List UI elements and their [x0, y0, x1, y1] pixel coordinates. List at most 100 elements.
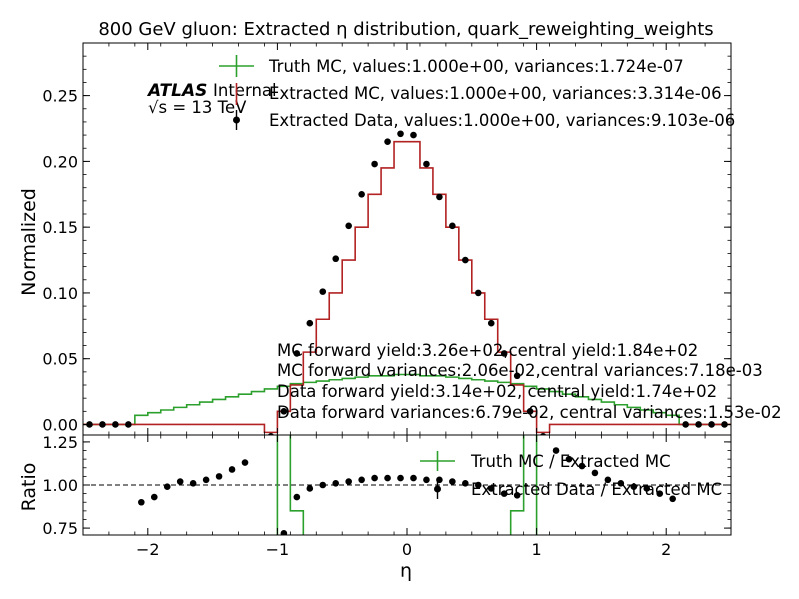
ratio-data-point [565, 455, 573, 463]
annotation-mc-yield: MC forward yield:3.26e+02,central yield:… [277, 341, 698, 360]
ratio-plot-area [83, 435, 731, 535]
x-tick-label: −2 [136, 540, 160, 559]
extracted-data-point [319, 288, 327, 295]
annotations: MC forward yield:3.26e+02,central yield:… [277, 341, 782, 422]
ratio-data-point [552, 447, 560, 454]
ratio-truth-step-line [276, 435, 305, 535]
ratio-data-point [604, 476, 612, 484]
legend-truth-mc-label: Truth MC, values:1.000e+00, variances:1.… [268, 57, 684, 76]
ratio-data-point [215, 473, 223, 480]
extracted-data-point [513, 372, 521, 380]
extracted-mc-step-line [83, 140, 731, 434]
annotation-data-variances: Data forward variances:6.79e-02, central… [277, 403, 782, 422]
ratio-data-point [656, 490, 664, 497]
ratio-data-point [306, 485, 314, 492]
ratio-data-point [241, 459, 249, 466]
chart-title: 800 GeV gluon: Extracted η distribution,… [98, 19, 713, 40]
ratio-data-point [591, 469, 599, 477]
legend-ratio-truth-label: Truth MC / Extracted MC [470, 452, 671, 471]
ratio-data-point [163, 483, 171, 491]
x-tick-label: 1 [532, 540, 542, 559]
main-y-tick-label: 0.10 [42, 284, 78, 303]
ratio-data-point [617, 479, 625, 487]
ratio-data-point [643, 485, 651, 492]
extracted-data-point [280, 408, 288, 415]
extracted-data-point [500, 350, 508, 357]
extracted-data-point [306, 319, 314, 327]
energy-label: √s = 13 TeV [148, 98, 247, 117]
main-legend: Truth MC, values:1.000e+00, variances:1.… [219, 55, 735, 130]
extracted-data-point [332, 255, 340, 263]
ratio-data-point [371, 474, 378, 482]
ratio-y-tick-label: 1.00 [42, 476, 78, 495]
ratio-data-point [513, 492, 521, 499]
ratio-data-point [449, 478, 456, 485]
extracted-data-point [487, 319, 495, 327]
legend-extracted-data-label: Extracted Data, values:1.000e+00, varian… [269, 111, 735, 130]
ratio-data-point [150, 493, 158, 501]
ratio-data-point [669, 495, 676, 503]
ratio-data-point [332, 479, 340, 487]
ratio-y-axis-label: Ratio [18, 463, 40, 512]
main-y-axis-label: Normalized [18, 188, 40, 296]
extracted-data-point [384, 138, 391, 145]
ratio-y-tick-label: 0.75 [42, 519, 78, 538]
ratio-data-point [410, 474, 417, 482]
extracted-data-point [410, 131, 417, 139]
annotation-data-yield: Data forward yield:3.14e+02, central yie… [277, 382, 717, 401]
annotation-mc-variances: MC forward variances:2.06e-02,central va… [277, 361, 763, 380]
ratio-data-point [293, 493, 301, 501]
extracted-data-point [371, 160, 378, 168]
extracted-data-point [423, 160, 430, 168]
ratio-truth-step-line [509, 435, 538, 535]
ratio-legend: Truth MC / Extracted MC Extracted Data /… [420, 451, 722, 499]
truth-mc-step-line [83, 373, 731, 426]
ratio-y-tick-label: 1.25 [42, 433, 78, 452]
ratio-data-point [138, 498, 145, 506]
ratio-data-point [319, 481, 327, 489]
legend-ratio-data-marker [434, 485, 441, 493]
ratio-data-point [397, 474, 404, 482]
main-y-tick-label: 0.20 [42, 152, 78, 171]
extracted-data-point [526, 408, 534, 415]
extracted-data-point [345, 222, 352, 230]
x-tick-label: 0 [402, 540, 412, 559]
x-tick-label: −1 [266, 540, 290, 559]
x-tick-label: 2 [661, 540, 671, 559]
extracted-data-point [436, 193, 443, 201]
ratio-data-point [578, 462, 586, 470]
main-y-tick-label: 0.15 [42, 218, 78, 237]
main-y-tick-label: 0.25 [42, 87, 78, 106]
ratio-data-point [345, 478, 352, 485]
legend-extracted-data-marker [233, 116, 240, 124]
ratio-data-point [384, 474, 391, 482]
extracted-data-point [125, 421, 132, 428]
ratio-data-point [358, 476, 365, 484]
extracted-data-point [695, 421, 702, 428]
extracted-data-point [397, 130, 404, 138]
ratio-data-point [176, 478, 184, 485]
atlas-experiment-label: ATLAS [146, 81, 207, 101]
ratio-data-point [228, 466, 236, 473]
extracted-data-point [462, 256, 469, 264]
main-y-tick-label: 0.00 [42, 415, 78, 434]
ratio-data-point [280, 529, 288, 535]
extracted-data-point [682, 421, 689, 428]
extracted-data-point [112, 421, 119, 428]
ratio-data-point [630, 483, 638, 491]
ratio-data-point [474, 481, 482, 489]
ratio-data-point [500, 490, 508, 497]
ratio-data-point [202, 476, 210, 484]
extracted-data-point [474, 289, 482, 297]
atlas-label: ATLAS Internal √s = 13 TeV [146, 81, 277, 117]
legend-extracted-mc-label: Extracted MC, values:1.000e+00, variance… [269, 84, 722, 103]
x-axis-label: η [400, 560, 412, 582]
extracted-data-point [708, 421, 715, 428]
main-y-tick-label: 0.05 [42, 350, 78, 369]
ratio-data-point [423, 476, 430, 484]
ratio-panel: −2 −1 0 1 2 0.75 1.00 1.25 [42, 433, 732, 559]
atlas-status-label: Internal [213, 81, 277, 100]
